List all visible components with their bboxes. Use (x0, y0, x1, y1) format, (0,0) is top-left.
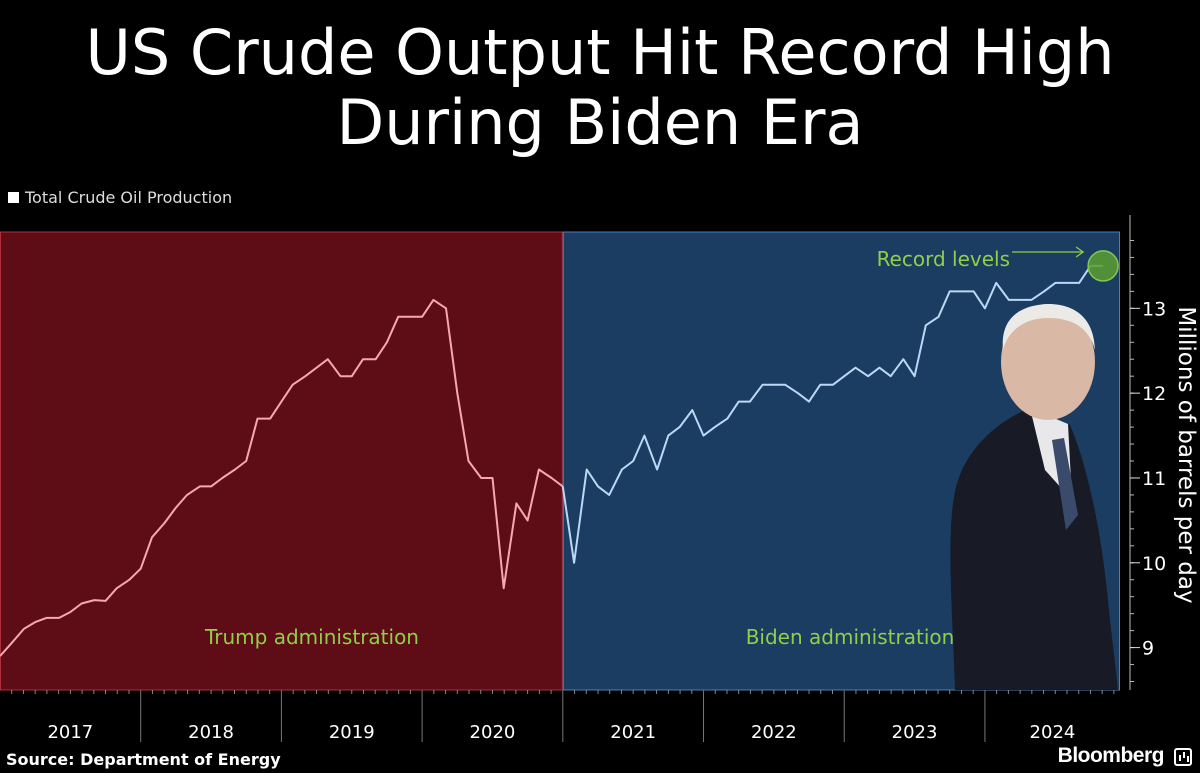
y-tick-label: 11 (1142, 468, 1166, 490)
bloomberg-logo: Bloomberg (1057, 744, 1165, 767)
legend-label: Total Crude Oil Production (25, 188, 233, 207)
x-tick-label: 2022 (751, 722, 797, 743)
legend-swatch (8, 192, 19, 203)
y-tick-label: 12 (1142, 383, 1166, 405)
x-tick-label: 2019 (329, 722, 375, 743)
chart-title-line-1: US Crude Output Hit Record High (85, 16, 1115, 89)
x-tick-label: 2020 (470, 722, 516, 743)
series-line-biden (561, 264, 1104, 564)
chart-title-line-2: During Biden Era (336, 86, 864, 159)
annotation-label: Record levels (877, 247, 1010, 271)
person-face (1001, 304, 1095, 420)
legend: Total Crude Oil Production (8, 188, 232, 207)
person-tie (1052, 438, 1078, 530)
person-photo (950, 304, 1118, 690)
person-hair (1002, 304, 1095, 350)
y-tick-label: 9 (1142, 638, 1154, 660)
series-line-trump (0, 298, 564, 657)
record-marker (1087, 250, 1119, 282)
x-tick-label: 2021 (610, 722, 656, 743)
person-suit (950, 408, 1118, 690)
y-tick-label: 10 (1142, 553, 1166, 575)
region-trump (0, 231, 563, 691)
y-axis-label: Millions of barrels per day (1173, 306, 1199, 604)
x-tick-label: 2024 (1030, 722, 1076, 743)
region-label-biden: Biden administration (746, 625, 955, 649)
terminal-icon (1174, 748, 1192, 766)
annotation-arrowhead (1075, 246, 1085, 258)
x-tick-label: 2023 (892, 722, 938, 743)
source-note: Source: Department of Energy (6, 750, 281, 769)
x-tick-label: 2018 (188, 722, 234, 743)
y-tick-label: 13 (1142, 298, 1166, 320)
chart-title: US Crude Output Hit Record High During B… (0, 18, 1200, 158)
region-label-trump: Trump administration (204, 625, 419, 649)
x-tick-label: 2017 (47, 722, 93, 743)
